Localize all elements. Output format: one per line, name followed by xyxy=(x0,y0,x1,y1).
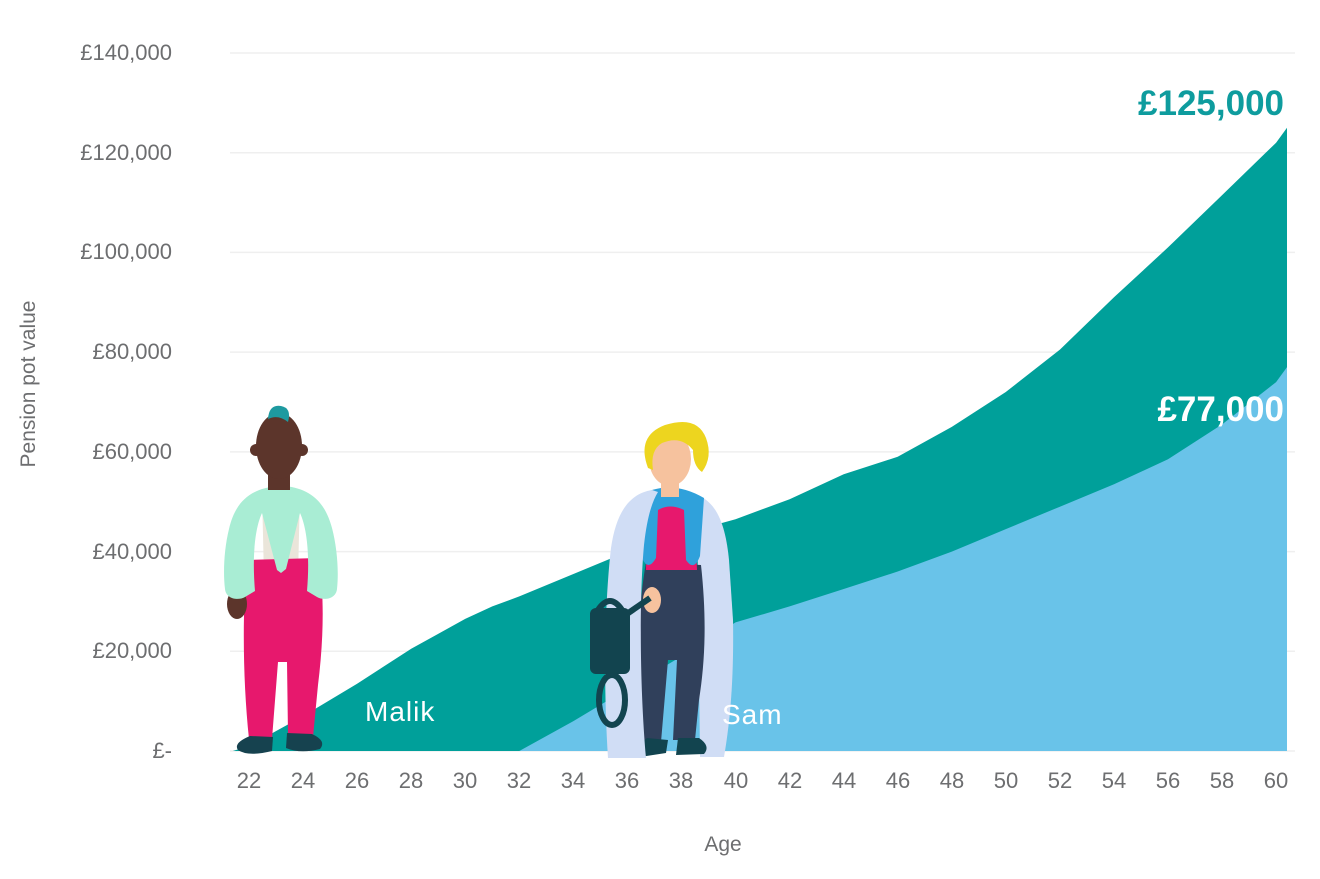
y-axis-tick-label: £100,000 xyxy=(80,239,172,264)
x-axis-tick-label: 32 xyxy=(506,768,532,793)
x-axis-tick-label: 42 xyxy=(777,768,803,793)
sam-coat-right xyxy=(697,495,734,757)
x-axis-tick-label: 52 xyxy=(1047,768,1073,793)
x-axis-tick-label: 46 xyxy=(885,768,911,793)
y-axis-tick-label: £140,000 xyxy=(80,40,172,65)
sam-head xyxy=(649,432,691,486)
x-axis-tick-label: 28 xyxy=(398,768,424,793)
x-axis-tick-label: 54 xyxy=(1101,768,1127,793)
malik-head xyxy=(256,413,302,479)
sam-bag-handle xyxy=(595,598,625,612)
sam-scarf xyxy=(638,487,704,566)
y-axis-tick-label: £60,000 xyxy=(92,439,172,464)
x-axis-tick-label: 56 xyxy=(1155,768,1181,793)
malik-series-label: Malik xyxy=(365,696,436,727)
sam-right-shoe xyxy=(676,738,707,755)
malik-trousers xyxy=(243,558,323,739)
sam-illustration xyxy=(590,421,734,758)
x-axis-tick-label: 60 xyxy=(1263,768,1289,793)
y-axis-tick-label: £- xyxy=(152,738,172,763)
y-axis-tick-label: £120,000 xyxy=(80,140,172,165)
sam-hand xyxy=(643,587,661,613)
x-axis-title: Age xyxy=(704,833,742,856)
sam-bag xyxy=(590,608,630,674)
malik-left-shoe xyxy=(236,736,273,754)
malik-illustration xyxy=(224,405,338,754)
sam-hair xyxy=(644,421,709,472)
x-axis-tick-label: 40 xyxy=(723,768,749,793)
x-axis-tick-label: 50 xyxy=(993,768,1019,793)
y-axis-title: Pension pot value xyxy=(17,300,40,468)
chart-areas xyxy=(232,127,1287,752)
x-axis-tick-label: 30 xyxy=(452,768,478,793)
malik-jacket xyxy=(224,486,338,599)
malik-hair xyxy=(268,405,290,422)
malik-right-shoe xyxy=(286,733,323,752)
x-axis-tick-label: 34 xyxy=(560,768,586,793)
x-axis-tick-label: 26 xyxy=(344,768,370,793)
x-axis-tick-label: 38 xyxy=(668,768,694,793)
y-axis-tick-label: £40,000 xyxy=(92,539,172,564)
y-axis-tick-label: £20,000 xyxy=(92,638,172,663)
y-axis-tick-label: £80,000 xyxy=(92,339,172,364)
x-axis-tick-label: 44 xyxy=(831,768,857,793)
sam-series-label: Sam xyxy=(722,699,783,730)
x-axis-tick-label: 22 xyxy=(236,768,262,793)
x-axis-tick-label: 58 xyxy=(1209,768,1235,793)
sam-bag-loop xyxy=(596,672,628,728)
sam-end-value-label: £77,000 xyxy=(1157,390,1284,429)
x-axis-tick-label: 48 xyxy=(939,768,965,793)
x-axis-tick-label: 24 xyxy=(290,768,316,793)
x-axis-tick-label: 36 xyxy=(614,768,640,793)
malik-end-value-label: £125,000 xyxy=(1138,84,1284,123)
sam-coat-left xyxy=(605,490,658,758)
